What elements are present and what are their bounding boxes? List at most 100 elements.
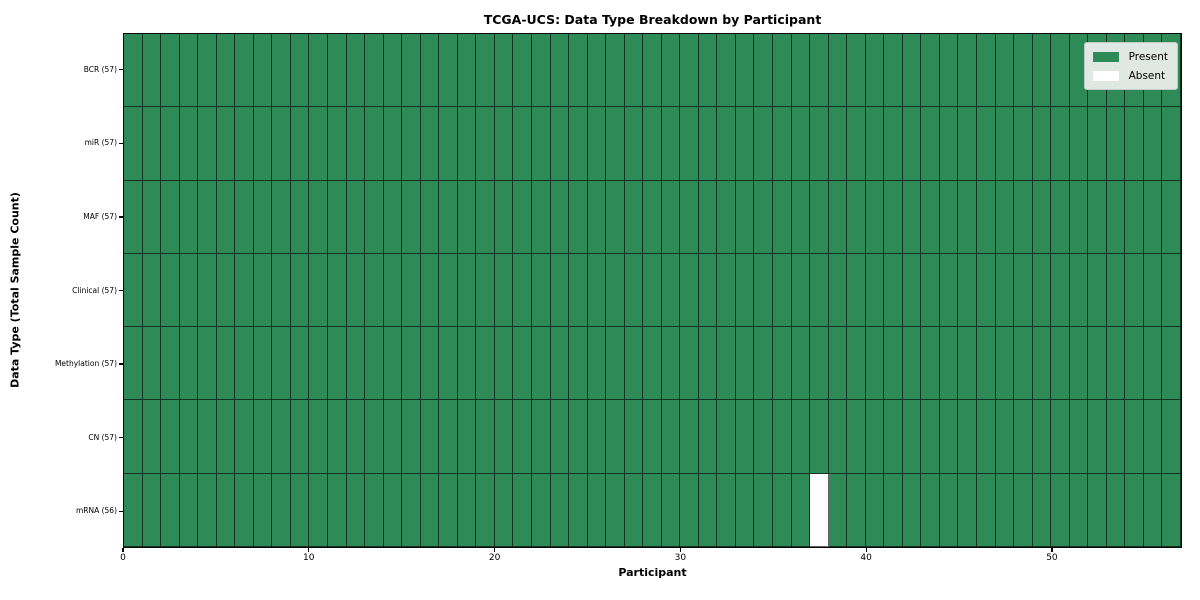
heatmap-cell — [921, 253, 940, 328]
heatmap-cell — [1051, 180, 1070, 254]
heatmap-cell — [1106, 180, 1126, 254]
heatmap-cell — [457, 34, 477, 108]
heatmap-cell — [513, 34, 532, 108]
heatmap-cell — [142, 400, 162, 474]
heatmap-cell — [216, 107, 236, 181]
heatmap-cell — [513, 400, 532, 474]
heatmap-cell — [476, 107, 495, 181]
heatmap-cell — [1143, 400, 1163, 474]
heatmap-cell — [253, 400, 273, 474]
heatmap-cell — [717, 400, 736, 474]
heatmap-cell — [1032, 180, 1052, 254]
heatmap-cell — [531, 473, 551, 547]
heatmap-cell — [865, 180, 885, 254]
heatmap-cell — [902, 253, 922, 328]
heatmap-cell — [235, 400, 254, 474]
heatmap-cell — [884, 473, 903, 547]
heatmap-cell — [290, 34, 310, 108]
heatmap-cell — [939, 34, 959, 108]
heatmap-cell — [383, 180, 403, 254]
heatmap-cell — [977, 180, 996, 254]
heatmap-cell — [124, 107, 143, 181]
heatmap-cell — [494, 34, 514, 108]
heatmap-cell — [402, 327, 421, 401]
heatmap-cell — [902, 34, 922, 108]
heatmap-cell — [124, 34, 143, 108]
heatmap-cell — [828, 180, 848, 254]
y-tick-mark — [119, 69, 123, 71]
x-axis-label: Participant — [618, 566, 687, 579]
heatmap-cell — [1143, 327, 1163, 401]
heatmap-cell — [1051, 253, 1070, 328]
heatmap-cell — [773, 473, 792, 547]
heatmap-cell — [754, 473, 774, 547]
heatmap-cell — [198, 107, 217, 181]
legend-entry: Absent — [1092, 68, 1168, 83]
heatmap-cell — [773, 327, 792, 401]
heatmap-cell — [828, 400, 848, 474]
heatmap-cell — [698, 327, 718, 401]
heatmap-cell — [977, 253, 996, 328]
heatmap-cell — [235, 327, 254, 401]
heatmap-cell — [643, 180, 662, 254]
heatmap-cell — [531, 400, 551, 474]
heatmap-cell — [457, 400, 477, 474]
heatmap-cell — [680, 473, 699, 547]
heatmap-cell — [1032, 327, 1052, 401]
heatmap-cell — [624, 473, 644, 547]
heatmap-cell — [476, 34, 495, 108]
heatmap-cell — [216, 180, 236, 254]
y-tick-label: miR (57) — [84, 138, 117, 148]
heatmap-cell — [717, 473, 736, 547]
heatmap-cell — [995, 180, 1015, 254]
heatmap-cell — [420, 400, 440, 474]
heatmap-cell — [958, 107, 978, 181]
x-tick-label: 40 — [860, 553, 872, 563]
heatmap-cell — [365, 107, 384, 181]
heatmap-cell — [828, 473, 848, 547]
heatmap-cell — [643, 107, 662, 181]
heatmap-cell — [142, 34, 162, 108]
heatmap-cell — [309, 253, 328, 328]
x-tick-mark — [308, 548, 310, 552]
heatmap-cell — [179, 180, 199, 254]
heatmap-cell — [198, 400, 217, 474]
heatmap-cell — [1106, 327, 1126, 401]
heatmap-cell — [550, 107, 570, 181]
heatmap-cell — [476, 180, 495, 254]
heatmap-cell — [995, 473, 1015, 547]
heatmap-cell — [958, 473, 978, 547]
heatmap-cell — [1069, 253, 1089, 328]
heatmap-cell — [420, 473, 440, 547]
legend-label: Absent — [1128, 69, 1166, 82]
heatmap-cell — [680, 107, 699, 181]
heatmap-cell — [1014, 327, 1033, 401]
heatmap-cell — [365, 327, 384, 401]
heatmap-cell — [1014, 34, 1033, 108]
heatmap-cell — [606, 400, 625, 474]
heatmap-cell — [494, 400, 514, 474]
heatmap-cell — [235, 253, 254, 328]
heatmap-cell — [402, 107, 421, 181]
heatmap-cell — [680, 34, 699, 108]
heatmap-cell — [847, 107, 866, 181]
heatmap-cell — [161, 327, 180, 401]
heatmap-cell — [383, 253, 403, 328]
y-tick-label: mRNA (56) — [75, 506, 117, 516]
heatmap-cell — [179, 327, 199, 401]
heatmap-cell — [142, 253, 162, 328]
x-tick-mark — [1051, 548, 1053, 552]
heatmap-cell — [624, 107, 644, 181]
heatmap-cell — [624, 180, 644, 254]
heatmap-cell — [327, 400, 347, 474]
heatmap-cell — [773, 180, 792, 254]
heatmap-cell — [661, 327, 681, 401]
heatmap-cell — [1088, 180, 1107, 254]
heatmap-cell — [439, 107, 458, 181]
y-tick-mark — [119, 216, 123, 218]
heatmap-cell — [1106, 473, 1126, 547]
heatmap-cell — [290, 180, 310, 254]
heatmap-cell — [253, 473, 273, 547]
heatmap-cell — [1051, 400, 1070, 474]
heatmap-cell — [754, 107, 774, 181]
